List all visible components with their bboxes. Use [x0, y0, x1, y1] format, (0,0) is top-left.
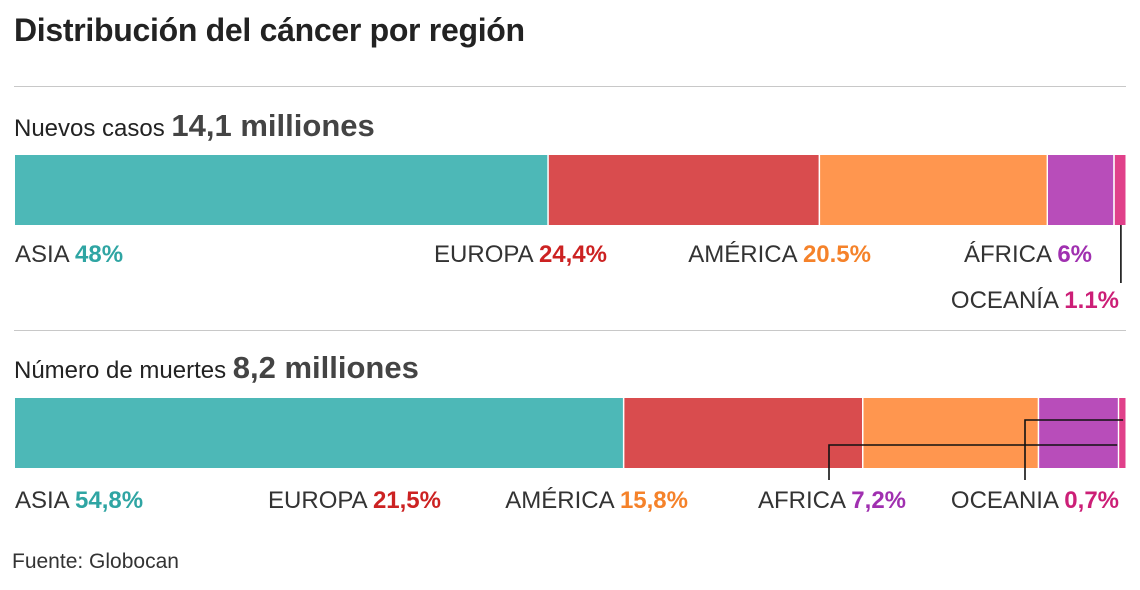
new-cases-label-percent-asia: 48%: [75, 241, 123, 268]
divider-top: [14, 86, 1126, 87]
deaths-bar-asia: [15, 398, 623, 468]
deaths-label-region-europa: EUROPA: [268, 487, 373, 514]
new-cases-label-percent-oceania: 1.1%: [1064, 287, 1119, 314]
deaths-leader-africa: [828, 444, 1118, 480]
source-note: Fuente: Globocan: [12, 550, 179, 573]
deaths-bar-america: [863, 398, 1038, 468]
new-cases-label-percent-america: 20.5%: [803, 241, 871, 268]
deaths-label-percent-africa: 7,2%: [851, 487, 906, 514]
deaths-label-oceania: OCEANIA 0,7%: [951, 487, 1119, 514]
deaths-bar-africa: [1039, 398, 1118, 468]
deaths-label-percent-europa: 21,5%: [373, 487, 441, 514]
new-cases-total: 14,1 milliones: [171, 108, 375, 143]
new-cases-label-asia: ASIA 48%: [15, 241, 123, 268]
new-cases-bar-america: [820, 155, 1047, 225]
new-cases-label-percent-africa: 6%: [1057, 241, 1092, 268]
new-cases-label-america: AMÉRICA 20.5%: [688, 241, 871, 268]
deaths-leader-oceania: [1024, 419, 1124, 480]
deaths-label-percent-oceania: 0,7%: [1064, 487, 1119, 514]
deaths-label-africa: AFRICA 7,2%: [758, 487, 906, 514]
new-cases-label-region-america: AMÉRICA: [688, 241, 803, 268]
deaths-heading: Número de muertes 8,2 milliones: [14, 350, 419, 386]
new-cases-label-region-oceania: OCEANÍA: [951, 287, 1064, 314]
new-cases-label-region-europa: EUROPA: [434, 241, 539, 268]
new-cases-label-europa: EUROPA 24,4%: [434, 241, 607, 268]
deaths-label-america: AMÉRICA 15,8%: [505, 487, 688, 514]
deaths-label-region-africa: AFRICA: [758, 487, 851, 514]
new-cases-label-oceania: OCEANÍA 1.1%: [951, 287, 1119, 314]
new-cases-label-region-asia: ASIA: [15, 241, 75, 268]
chart-title: Distribución del cáncer por región: [14, 12, 525, 48]
new-cases-label-region-africa: ÁFRICA: [964, 241, 1057, 268]
deaths-total: 8,2 milliones: [232, 350, 419, 385]
deaths-bar-oceania: [1119, 398, 1126, 468]
new-cases-bar-europa: [548, 155, 819, 225]
deaths-label-region-oceania: OCEANIA: [951, 487, 1064, 514]
deaths-label-region-america: AMÉRICA: [505, 487, 620, 514]
deaths-heading-text: Número de muertes: [14, 357, 227, 384]
new-cases-heading-text: Nuevos casos: [14, 115, 165, 142]
new-cases-label-percent-europa: 24,4%: [539, 241, 607, 268]
divider-middle: [14, 330, 1126, 331]
deaths-label-percent-america: 15,8%: [620, 487, 688, 514]
new-cases-bar-africa: [1048, 155, 1114, 225]
deaths-label-europa: EUROPA 21,5%: [268, 487, 441, 514]
deaths-label-region-asia: ASIA: [15, 487, 75, 514]
new-cases-bar-oceania: [1114, 155, 1126, 225]
deaths-bar-europa: [624, 398, 862, 468]
deaths-label-asia: ASIA 54,8%: [15, 487, 143, 514]
deaths-label-percent-asia: 54,8%: [75, 487, 143, 514]
new-cases-heading: Nuevos casos 14,1 milliones: [14, 108, 375, 144]
new-cases-label-africa: ÁFRICA 6%: [964, 241, 1092, 268]
new-cases-bar-asia: [15, 155, 548, 225]
